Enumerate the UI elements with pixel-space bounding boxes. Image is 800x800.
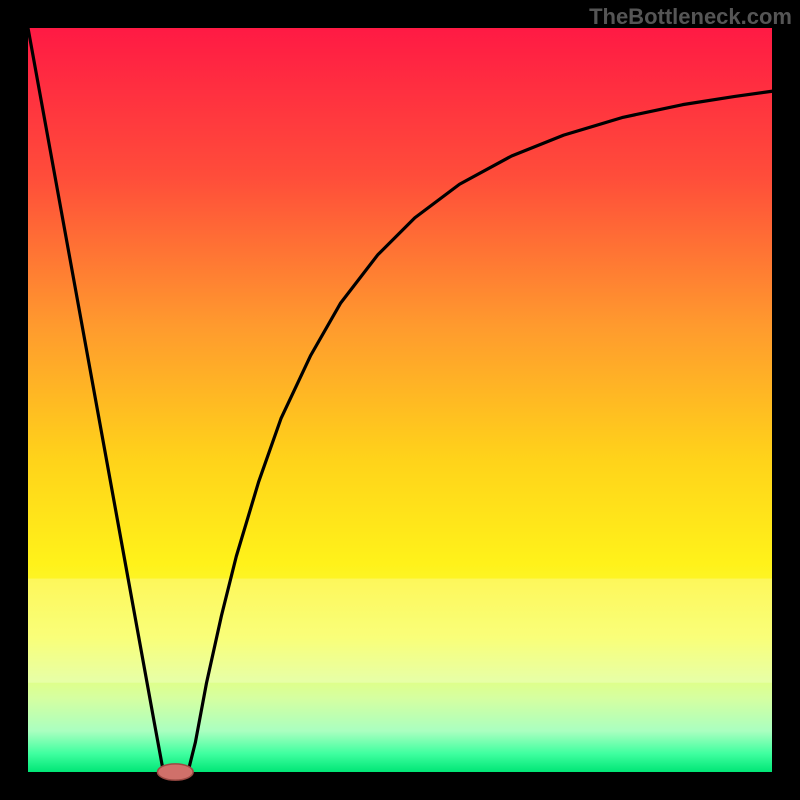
optimal-marker xyxy=(157,764,193,780)
chart-container: { "watermark": { "text": "TheBottleneck.… xyxy=(0,0,800,800)
watermark-text: TheBottleneck.com xyxy=(589,4,792,30)
haze-band xyxy=(28,579,772,683)
bottleneck-chart xyxy=(0,0,800,800)
